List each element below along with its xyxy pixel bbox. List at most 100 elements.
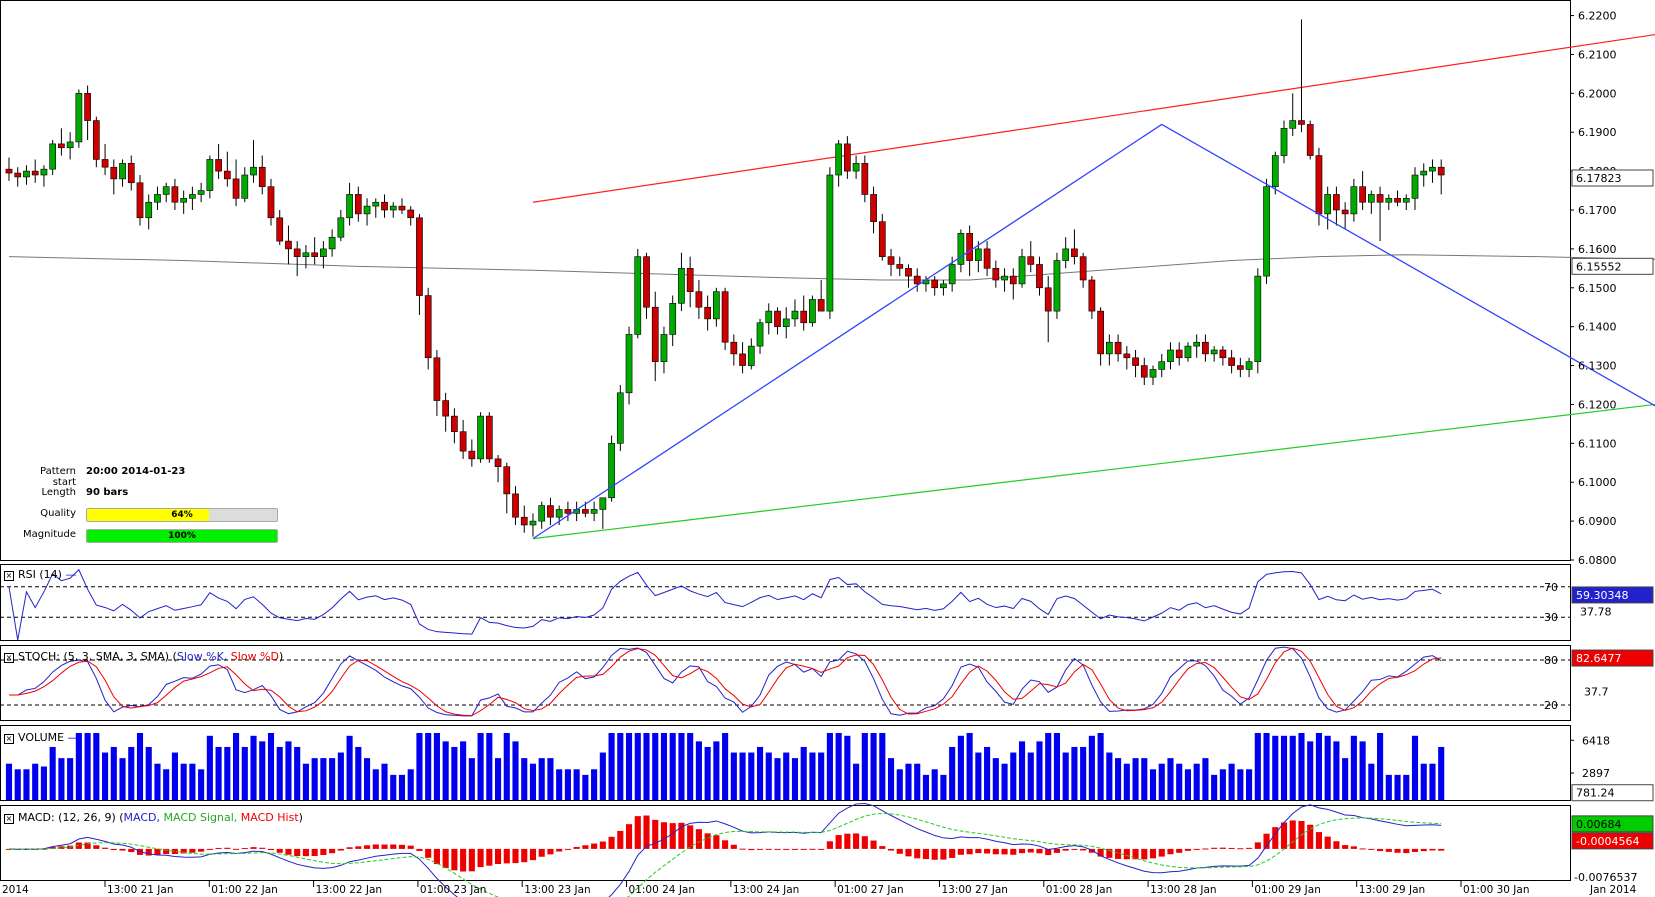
volume-bar [984, 746, 991, 800]
macd-hist-bar [486, 848, 493, 866]
macd-hist-bar [966, 848, 973, 855]
price-tick-label: 6.0900 [1578, 515, 1617, 528]
volume-bar [652, 733, 659, 800]
volume-bar [1307, 741, 1314, 800]
collapse-icon[interactable]: × [4, 814, 14, 824]
pattern-start-label: Pattern start [40, 466, 76, 488]
macd-hist-bar [171, 848, 178, 855]
volume-bar [1420, 763, 1427, 800]
macd-hist-bar [1184, 848, 1192, 851]
candle-body [503, 466, 511, 495]
macd-hist-bar [1228, 847, 1235, 849]
candle-body [328, 236, 336, 250]
candle-body [1306, 124, 1314, 156]
macd-hist-bar [756, 848, 764, 850]
volume-bar [695, 741, 702, 800]
price-tick-label: 6.2000 [1578, 87, 1617, 100]
macd-hist-bar [1350, 846, 1357, 849]
candle-body [119, 163, 126, 180]
candle-body [398, 205, 406, 211]
macd-hist-bar [451, 848, 458, 871]
volume-bar [285, 741, 292, 800]
volume-bar [1176, 763, 1183, 800]
macd-hist-bar [180, 848, 187, 854]
candle-body [878, 221, 886, 257]
macd-hist-bar [494, 848, 502, 865]
candle-body [1053, 260, 1061, 312]
candle-body [520, 516, 528, 526]
macd-hist-bar [346, 847, 353, 849]
volume-bar [966, 733, 973, 800]
macd-hist-bar [215, 847, 222, 849]
volume-bar [844, 735, 851, 800]
collapse-icon[interactable]: × [4, 734, 14, 744]
stoch-k-line [9, 646, 1442, 717]
candle-body [730, 341, 738, 355]
candle-body [485, 415, 493, 460]
collapse-icon[interactable]: × [4, 571, 14, 581]
macd-hist-bar [748, 848, 755, 851]
candle-body [293, 248, 301, 257]
macd-hist-bar [669, 823, 676, 849]
macd-hist-bar [1246, 847, 1253, 849]
candle-body [1245, 361, 1253, 370]
volume-bar [1080, 746, 1087, 800]
candle-body [721, 291, 729, 343]
volume-bar [547, 758, 554, 800]
volume-bar [407, 769, 414, 800]
macd-hist-bar [1289, 820, 1296, 849]
macd-hist-bar [407, 845, 414, 849]
candle-body [407, 209, 415, 219]
macd-hist-bar [634, 816, 641, 849]
macd-hist-bar [189, 848, 196, 853]
macd-hist-bar [687, 825, 694, 849]
macd-hist-bar [49, 847, 56, 849]
macd-hist-bar [853, 833, 860, 849]
time-axis-label: 01:00 27 Jan [837, 884, 903, 896]
stoch-d-label: Slow %D [230, 650, 279, 663]
macd-hist-bar [93, 845, 100, 849]
candle-body [1411, 174, 1419, 199]
volume-bar [870, 733, 877, 800]
candle-body [512, 493, 519, 518]
macd-hist-bar [1359, 848, 1366, 850]
candle-body [678, 268, 685, 304]
macd-hist-bar [294, 848, 301, 857]
macd-hist-bar [1307, 824, 1314, 849]
volume-bar [1184, 769, 1192, 800]
candle-body [127, 163, 135, 184]
volume-bar [381, 763, 388, 800]
volume-bar [40, 766, 47, 800]
candle-body [695, 291, 703, 308]
macd-hist-bar [302, 848, 309, 857]
candle-body [1158, 361, 1166, 370]
volume-bar [442, 741, 449, 800]
volume-bar [1097, 733, 1104, 800]
candle-body [887, 256, 895, 265]
collapse-icon[interactable]: × [4, 653, 14, 663]
candle-body [913, 275, 921, 285]
macd-hist-bar [1202, 848, 1209, 850]
volume-bar [1377, 733, 1384, 800]
volume-title: × VOLUME — [4, 731, 79, 744]
candle-body [643, 256, 650, 308]
candle-body [1140, 365, 1148, 378]
candle-body [1062, 248, 1070, 261]
candle-body [529, 520, 537, 526]
candle-body [1044, 287, 1052, 312]
volume-bar [1115, 758, 1122, 800]
candle-body [555, 509, 563, 518]
macd-hist-bar [224, 847, 231, 849]
candle-body [1219, 349, 1227, 359]
macd-panel: 0.00684 -0.0004564 -0.0076537 [5, 803, 1654, 897]
volume-bar [180, 763, 187, 800]
volume-bar [110, 746, 117, 800]
macd-hist-bar [1132, 848, 1139, 860]
panel-frame-1 [0, 564, 1571, 641]
macd-hist-bar [1211, 847, 1218, 849]
volume-bar [1368, 763, 1375, 800]
volume-bar [346, 735, 353, 800]
candle-body [424, 295, 432, 359]
macd-hist-bar [722, 840, 729, 849]
time-axis-label: 13:00 24 Jan [733, 884, 799, 896]
